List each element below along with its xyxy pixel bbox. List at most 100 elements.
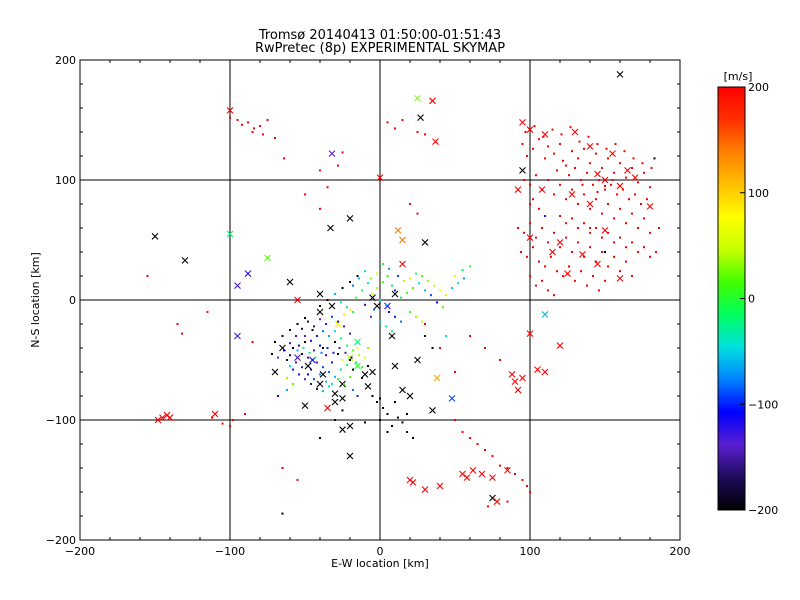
data-point-dot bbox=[388, 311, 390, 313]
data-point-dot bbox=[281, 512, 284, 515]
data-point-dot bbox=[634, 193, 636, 196]
data-point-x-marker bbox=[421, 486, 429, 493]
axis-ticks: −200 −100 0 100 200 −200 −100 0 100 200 bbox=[46, 54, 691, 558]
data-point-dot bbox=[439, 289, 441, 292]
data-point-dot bbox=[302, 347, 305, 349]
data-point-x-marker bbox=[478, 470, 486, 478]
data-point-dot bbox=[338, 347, 341, 349]
data-point-x-marker bbox=[361, 371, 369, 378]
data-point-dot bbox=[421, 320, 423, 323]
data-point-x-marker bbox=[339, 426, 346, 433]
data-point-dot bbox=[370, 315, 372, 318]
data-point-dot bbox=[577, 241, 579, 244]
data-point-dot bbox=[343, 313, 345, 316]
data-point-dot bbox=[461, 431, 464, 433]
data-point-dot bbox=[583, 222, 585, 225]
data-point-x-marker bbox=[646, 203, 654, 210]
data-point-dot bbox=[592, 275, 594, 277]
data-point-dot bbox=[421, 275, 423, 277]
data-point-dot bbox=[313, 378, 315, 381]
data-point-x-marker bbox=[414, 95, 421, 102]
data-point-x-marker bbox=[151, 233, 159, 240]
data-point-x-marker bbox=[324, 404, 331, 412]
data-point-dot bbox=[316, 361, 318, 364]
data-point-x-marker bbox=[234, 282, 241, 289]
data-point-dot bbox=[457, 282, 459, 285]
data-point-dot bbox=[292, 347, 294, 349]
data-point-x-marker bbox=[433, 374, 441, 382]
data-point-dot bbox=[400, 296, 402, 299]
data-point-dot bbox=[589, 231, 591, 234]
data-point-dot bbox=[653, 157, 656, 160]
data-point-dot bbox=[379, 419, 381, 421]
data-point-dot bbox=[583, 255, 585, 258]
data-point-x-marker bbox=[327, 224, 334, 232]
data-point-dot bbox=[386, 413, 389, 415]
data-point-dot bbox=[355, 361, 357, 364]
data-point-dot bbox=[424, 335, 426, 337]
data-point-dot bbox=[521, 143, 524, 145]
data-point-dot bbox=[319, 437, 321, 439]
data-point-dot bbox=[427, 279, 429, 282]
data-point-dot bbox=[433, 284, 435, 287]
data-point-dot bbox=[313, 349, 315, 352]
data-point-dot bbox=[538, 207, 540, 210]
x-tick-label: 0 bbox=[377, 545, 384, 558]
data-point-dot bbox=[349, 359, 351, 361]
data-point-dot bbox=[610, 183, 612, 186]
data-point-dot bbox=[322, 390, 324, 393]
data-point-x-marker bbox=[609, 150, 616, 157]
data-point-dot bbox=[614, 143, 617, 145]
data-point-x-marker bbox=[429, 97, 436, 105]
data-point-dot bbox=[556, 270, 558, 273]
data-point-x-marker bbox=[549, 248, 556, 256]
data-point-dot bbox=[274, 341, 276, 343]
data-point-x-marker bbox=[181, 257, 189, 264]
data-point-x-marker bbox=[369, 294, 376, 301]
data-point-dot bbox=[146, 275, 149, 277]
data-point-dot bbox=[538, 138, 540, 141]
data-point-dot bbox=[415, 272, 417, 275]
data-point-dot bbox=[181, 332, 183, 335]
data-point-dot bbox=[401, 421, 404, 424]
data-point-dot bbox=[532, 147, 534, 150]
data-point-x-marker bbox=[211, 410, 219, 418]
data-point-dot bbox=[286, 389, 288, 391]
data-point-dot bbox=[364, 421, 366, 424]
data-point-x-marker bbox=[489, 494, 496, 502]
data-point-dot bbox=[544, 265, 546, 268]
data-point-dot bbox=[277, 395, 279, 397]
data-point-dot bbox=[491, 455, 494, 457]
data-point-dot bbox=[361, 377, 363, 379]
data-point-dot bbox=[314, 356, 317, 359]
data-point-dot bbox=[341, 287, 344, 289]
data-point-dot bbox=[355, 296, 357, 299]
data-point-dot bbox=[560, 133, 563, 136]
data-point-dot bbox=[569, 126, 572, 129]
data-point-x-marker bbox=[469, 467, 477, 474]
data-point-x-marker bbox=[519, 167, 526, 174]
data-point-x-marker bbox=[616, 71, 624, 78]
data-point-dot bbox=[544, 215, 546, 217]
data-point-dot bbox=[499, 464, 501, 467]
data-point-x-marker bbox=[346, 215, 354, 222]
data-point-dot bbox=[622, 188, 624, 191]
data-point-x-marker bbox=[459, 470, 466, 478]
data-point-x-marker bbox=[328, 150, 336, 157]
data-point-dot bbox=[544, 157, 546, 160]
data-point-dot bbox=[409, 311, 411, 313]
data-point-dot bbox=[307, 356, 309, 359]
data-point-dot bbox=[341, 359, 344, 361]
data-point-dot bbox=[574, 167, 576, 169]
data-point-dot bbox=[598, 289, 600, 292]
data-point-dot bbox=[356, 395, 359, 397]
data-point-dot bbox=[319, 318, 321, 321]
data-point-x-marker bbox=[391, 290, 399, 298]
data-point-dot bbox=[296, 349, 299, 352]
data-point-dot bbox=[613, 171, 615, 174]
data-point-dot bbox=[349, 375, 351, 378]
data-point-dot bbox=[607, 203, 609, 205]
data-point-dot bbox=[397, 416, 399, 419]
data-point-dot bbox=[589, 207, 591, 210]
data-point-dot bbox=[391, 284, 393, 287]
